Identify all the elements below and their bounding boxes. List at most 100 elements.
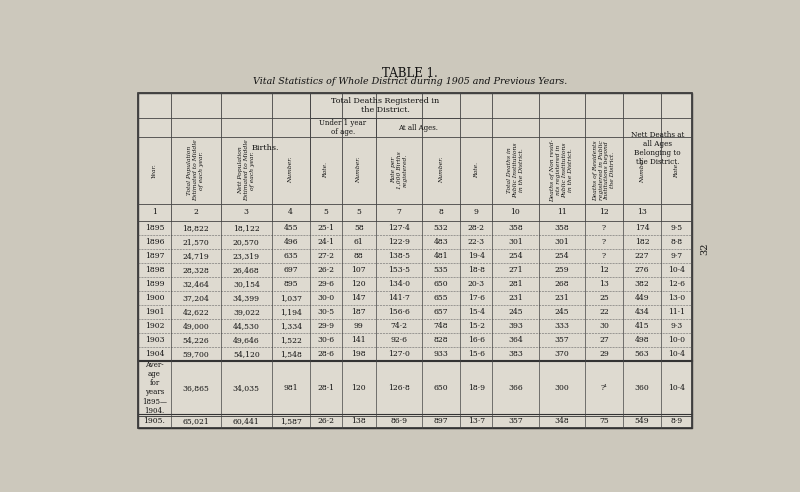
Text: 20,570: 20,570	[233, 238, 260, 246]
Text: 127·4: 127·4	[388, 224, 410, 232]
Text: 126·8: 126·8	[388, 384, 410, 392]
Text: 496: 496	[283, 238, 298, 246]
Text: 549: 549	[635, 417, 650, 426]
Text: 300: 300	[554, 384, 569, 392]
Text: Total Deaths in
Public Institutions
in the District.: Total Deaths in Public Institutions in t…	[507, 143, 524, 198]
Text: Vital Statistics of Whole District during 1905 and Previous Years.: Vital Statistics of Whole District durin…	[253, 77, 567, 86]
Text: 9: 9	[474, 209, 478, 216]
Text: 271: 271	[508, 266, 522, 274]
Text: Number.: Number.	[640, 157, 645, 184]
Text: 18,122: 18,122	[233, 224, 260, 232]
Text: 254: 254	[508, 252, 522, 260]
Text: 26·2: 26·2	[318, 266, 334, 274]
Text: 301: 301	[554, 238, 569, 246]
Text: 231: 231	[554, 294, 569, 302]
Text: 348: 348	[554, 417, 569, 426]
Text: 86·9: 86·9	[390, 417, 407, 426]
Text: 650: 650	[434, 280, 449, 288]
Text: 393: 393	[508, 322, 523, 330]
Text: 30,154: 30,154	[233, 280, 260, 288]
Text: 11·1: 11·1	[668, 308, 685, 316]
Text: 2: 2	[194, 209, 198, 216]
Text: 650: 650	[434, 384, 449, 392]
Text: 9·7: 9·7	[670, 252, 682, 260]
Text: 30: 30	[599, 322, 609, 330]
Bar	[138, 93, 692, 429]
Text: 563: 563	[634, 350, 650, 358]
Text: 122·9: 122·9	[388, 238, 410, 246]
Text: Number.: Number.	[356, 157, 362, 184]
Text: 7: 7	[397, 209, 402, 216]
Text: 141·7: 141·7	[388, 294, 410, 302]
Text: 1: 1	[152, 209, 157, 216]
Text: 1,587: 1,587	[280, 417, 302, 426]
Text: 18,822: 18,822	[182, 224, 209, 232]
Text: 357: 357	[508, 417, 523, 426]
Text: 455: 455	[283, 224, 298, 232]
Text: 10: 10	[510, 209, 520, 216]
Text: ?: ?	[602, 252, 606, 260]
Text: 8·9: 8·9	[670, 417, 682, 426]
Text: Under 1 year
of age.: Under 1 year of age.	[319, 119, 366, 136]
Text: Nett Population
Estimated to Middle
of each year.: Nett Population Estimated to Middle of e…	[238, 139, 254, 201]
Text: 1903: 1903	[145, 336, 164, 344]
Text: 59,700: 59,700	[182, 350, 209, 358]
Text: 8: 8	[438, 209, 444, 216]
Text: 12: 12	[599, 209, 609, 216]
Text: 28·1: 28·1	[318, 384, 334, 392]
Text: 1,037: 1,037	[280, 294, 302, 302]
Text: 10·4: 10·4	[668, 266, 685, 274]
Text: 231: 231	[508, 294, 523, 302]
Text: 32: 32	[700, 242, 709, 255]
Text: At all Ages.: At all Ages.	[398, 123, 438, 131]
Text: 26·2: 26·2	[318, 417, 334, 426]
Text: 483: 483	[434, 238, 449, 246]
Text: 1905.: 1905.	[143, 417, 166, 426]
Text: 254: 254	[554, 252, 569, 260]
Text: 34,399: 34,399	[233, 294, 260, 302]
Text: 25·1: 25·1	[318, 224, 334, 232]
Text: 360: 360	[634, 384, 650, 392]
Text: Number.: Number.	[288, 157, 294, 184]
Text: 15·4: 15·4	[468, 308, 485, 316]
Text: Rate.: Rate.	[474, 162, 479, 178]
Text: 25: 25	[599, 294, 609, 302]
Text: 1901: 1901	[145, 308, 164, 316]
Text: 138·5: 138·5	[388, 252, 410, 260]
Text: 20·3: 20·3	[468, 280, 485, 288]
Text: 30·5: 30·5	[318, 308, 334, 316]
Text: 1,548: 1,548	[280, 350, 302, 358]
Text: Aver-
age
for
years
1895—
1904.: Aver- age for years 1895— 1904.	[142, 361, 167, 415]
Text: 42,622: 42,622	[182, 308, 209, 316]
Text: 10·0: 10·0	[668, 336, 685, 344]
Bar	[138, 93, 692, 429]
Text: Nett Deaths at
all Ages
Belonging to
the District.: Nett Deaths at all Ages Belonging to the…	[631, 131, 684, 166]
Text: 34,035: 34,035	[233, 384, 260, 392]
Text: 535: 535	[434, 266, 449, 274]
Text: 415: 415	[635, 322, 650, 330]
Text: Rate per
1,000 Births
registered.: Rate per 1,000 Births registered.	[390, 152, 407, 189]
Text: 65,021: 65,021	[182, 417, 209, 426]
Text: 383: 383	[508, 350, 523, 358]
Text: 120: 120	[351, 384, 366, 392]
Text: 5: 5	[357, 209, 362, 216]
Text: 655: 655	[434, 294, 449, 302]
Text: 933: 933	[434, 350, 449, 358]
Text: 39,022: 39,022	[233, 308, 260, 316]
Text: 18·9: 18·9	[468, 384, 485, 392]
Text: 10·4: 10·4	[668, 350, 685, 358]
Text: 498: 498	[635, 336, 650, 344]
Text: Total Deaths Registered in
the District.: Total Deaths Registered in the District.	[331, 97, 439, 114]
Text: 981: 981	[283, 384, 298, 392]
Text: 364: 364	[508, 336, 523, 344]
Text: 44,530: 44,530	[233, 322, 260, 330]
Text: 895: 895	[283, 280, 298, 288]
Text: 12: 12	[599, 266, 609, 274]
Text: 127·0: 127·0	[388, 350, 410, 358]
Text: 3: 3	[244, 209, 249, 216]
Text: 8·8: 8·8	[670, 238, 682, 246]
Text: 259: 259	[554, 266, 569, 274]
Text: 187: 187	[351, 308, 366, 316]
Text: 245: 245	[554, 308, 569, 316]
Text: 134·0: 134·0	[388, 280, 410, 288]
